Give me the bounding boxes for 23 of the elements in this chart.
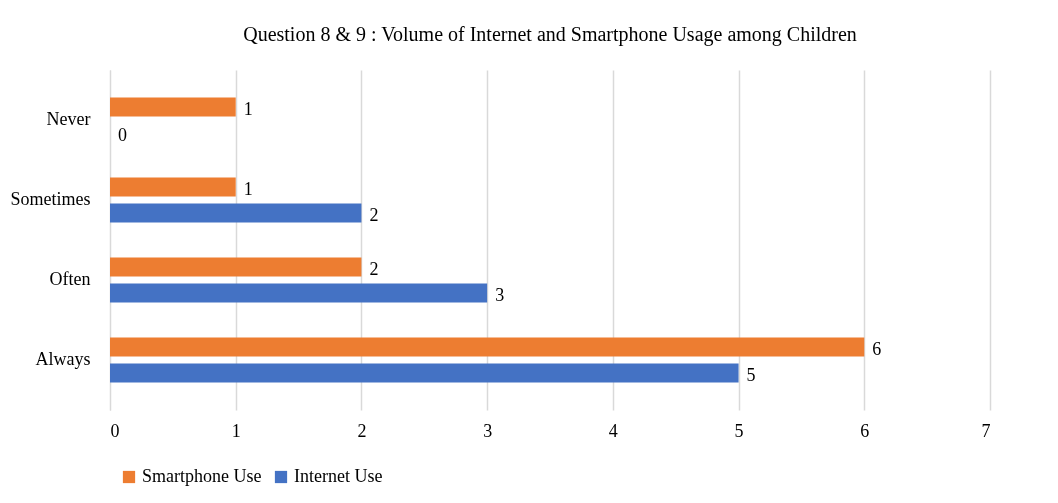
x-tick-label: 3 xyxy=(483,420,493,441)
data-label: 1 xyxy=(243,99,253,119)
data-label: 0 xyxy=(118,125,127,145)
data-label: 3 xyxy=(495,285,505,305)
data-label: 2 xyxy=(369,205,379,225)
x-tick-label: 7 xyxy=(981,420,991,441)
data-label: 5 xyxy=(746,365,756,385)
x-tick-label: 4 xyxy=(608,420,618,441)
chart-title: Question 8 & 9 : Volume of Internet and Smartphone Usage among Children xyxy=(243,23,857,46)
data-label: 1 xyxy=(243,179,253,199)
data-label: 2 xyxy=(369,259,379,279)
x-tick-label: 1 xyxy=(231,420,241,441)
data-label: 6 xyxy=(872,339,882,359)
x-tick-label: 6 xyxy=(860,420,870,441)
x-tick-label: 0 xyxy=(110,420,120,441)
legend-label: Smartphone Use xyxy=(142,466,262,486)
y-tick-label: Often xyxy=(49,269,91,289)
x-tick-label: 2 xyxy=(357,420,367,441)
y-tick-label: Always xyxy=(35,349,91,369)
y-tick-label: Sometimes xyxy=(10,189,91,209)
x-tick-label: 5 xyxy=(734,420,744,441)
y-tick-label: Never xyxy=(46,109,91,129)
legend-label: Internet Use xyxy=(294,466,383,486)
